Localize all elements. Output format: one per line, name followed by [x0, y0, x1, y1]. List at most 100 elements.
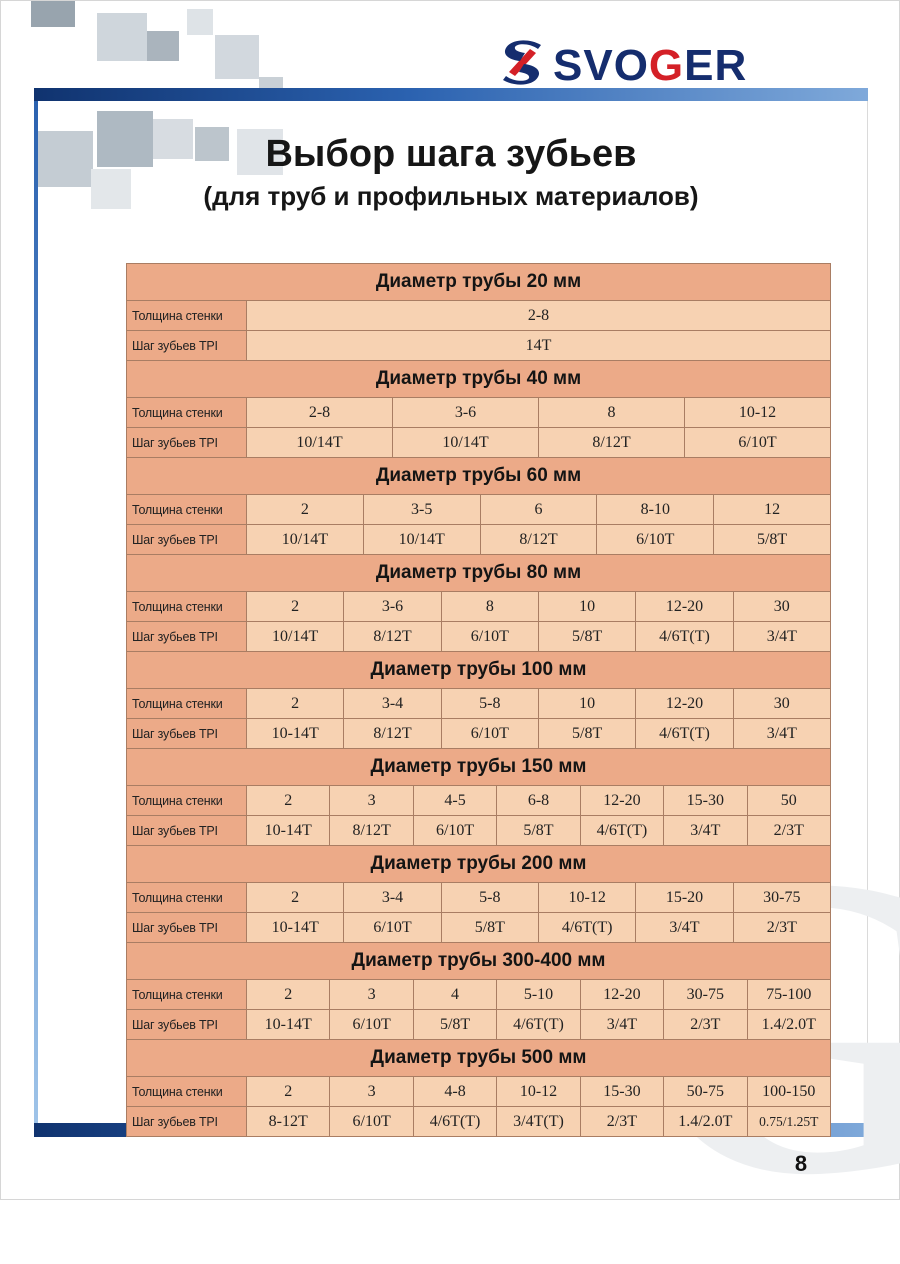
thickness-cell: 5-8 — [441, 689, 539, 718]
tpi-row: Шаг зубьев TPI 10/14T 8/12T 6/10T 5/8T 4/6T(T… — [127, 622, 830, 652]
tpi-cell: 3/4T — [580, 1010, 665, 1039]
page-title: Выбор шага зубьев — [265, 133, 637, 175]
diameter-section: Диаметр трубы 500 мм Толщина стенки 2 3 4-8 1… — [127, 1040, 830, 1136]
tpi-cell: 4/6T(T) — [580, 816, 665, 845]
thickness-cell: 8 — [539, 398, 685, 427]
thickness-row: Толщина стенки 2 3 4-8 10-12 15-30 50-75 100-15… — [127, 1077, 830, 1107]
row-label: Толщина стенки — [127, 786, 247, 815]
diameter-section: Диаметр трубы 150 мм Толщина стенки 2 3 4-5 6… — [127, 749, 830, 846]
thickness-cell: 3-6 — [344, 592, 442, 621]
tpi-cell: 2/3T — [747, 816, 830, 845]
thickness-cell: 12-20 — [580, 980, 665, 1009]
row-label: Шаг зубьев TPI — [127, 719, 247, 748]
thickness-cell: 2 — [247, 980, 331, 1009]
row-label: Шаг зубьев TPI — [127, 525, 247, 554]
tpi-row: Шаг зубьев TPI 10/14T 10/14T 8/12T 6/10T 5/8T — [127, 525, 830, 555]
tpi-cell: 8/12T — [539, 428, 685, 457]
diameter-section-title: Диаметр трубы 300-400 мм — [127, 943, 830, 980]
tpi-cell: 0.75/1.25T — [747, 1107, 830, 1136]
diameter-section-title: Диаметр трубы 200 мм — [127, 846, 830, 883]
deco-square — [215, 35, 259, 79]
thickness-cell: 2-8 — [247, 398, 393, 427]
thickness-row: Толщина стенки 2 3 4-5 6-8 12-20 15-30 50 — [127, 786, 830, 816]
deco-square — [97, 111, 153, 167]
tpi-cell: 10-14T — [247, 913, 345, 942]
thickness-cell: 10 — [538, 592, 637, 621]
tpi-cell: 5/8T — [538, 622, 637, 651]
row-label: Толщина стенки — [127, 592, 247, 621]
thickness-row: Толщина стенки 2 3-6 8 10 12-20 30 — [127, 592, 830, 622]
thickness-cell: 4 — [413, 980, 498, 1009]
row-label: Шаг зубьев TPI — [127, 1107, 247, 1136]
thickness-cell: 30-75 — [664, 980, 748, 1009]
deco-square — [97, 13, 147, 61]
thickness-cell: 3-6 — [393, 398, 539, 427]
tpi-cell: 6/10T — [413, 816, 498, 845]
thickness-cell: 2 — [247, 1077, 331, 1106]
tpi-cell: 8/12T — [344, 622, 442, 651]
tpi-cell: 4/6T(T) — [497, 1010, 581, 1039]
diameter-section: Диаметр трубы 200 мм Толщина стенки 2 3-4 5-… — [127, 846, 830, 943]
tpi-cell: 10/14T — [247, 428, 393, 457]
diameter-section: Диаметр трубы 20 мм Толщина стенки 2-8 Шаг … — [127, 264, 830, 361]
thickness-row: Толщина стенки 2 3-4 5-8 10 12-20 30 — [127, 689, 830, 719]
tpi-row: Шаг зубьев TPI 10/14T 10/14T 8/12T 6/10T — [127, 428, 830, 458]
row-label: Толщина стенки — [127, 883, 247, 912]
diameter-section-title: Диаметр трубы 40 мм — [127, 361, 830, 398]
pitch-selection-table: Диаметр трубы 20 мм Толщина стенки 2-8 Шаг … — [126, 263, 831, 1137]
row-label: Толщина стенки — [127, 1077, 247, 1106]
tpi-cell: 5/8T — [538, 719, 637, 748]
tpi-cell: 5/8T — [497, 816, 581, 845]
thickness-cell: 4-8 — [413, 1077, 498, 1106]
diameter-section: Диаметр трубы 80 мм Толщина стенки 2 3-6 8 10… — [127, 555, 830, 652]
diameter-section: Диаметр трубы 100 мм Толщина стенки 2 3-4 5-… — [127, 652, 830, 749]
row-label: Толщина стенки — [127, 398, 247, 427]
diameter-section-title: Диаметр трубы 100 мм — [127, 652, 830, 689]
logo: SVOGER — [499, 39, 747, 92]
tpi-row: Шаг зубьев TPI 8-12T 6/10T 4/6T(T) 3/4T(T) 2/… — [127, 1107, 830, 1136]
tpi-cell: 2/3T — [664, 1010, 748, 1039]
thickness-cell: 4-5 — [413, 786, 498, 815]
row-label: Шаг зубьев TPI — [127, 428, 247, 457]
diameter-section-title: Диаметр трубы 500 мм — [127, 1040, 830, 1077]
thickness-row: Толщина стенки 2-8 — [127, 301, 830, 331]
thickness-cell: 5-10 — [497, 980, 581, 1009]
diameter-section-title: Диаметр трубы 80 мм — [127, 555, 830, 592]
deco-square — [147, 31, 179, 61]
tpi-cell: 8/12T — [480, 525, 598, 554]
thickness-cell: 15-30 — [580, 1077, 665, 1106]
thickness-cell: 3 — [330, 786, 414, 815]
tpi-cell: 10/14T — [393, 428, 539, 457]
tpi-cell: 1.4/2.0T — [747, 1010, 830, 1039]
tpi-cell: 8-12T — [247, 1107, 331, 1136]
thickness-cell: 10-12 — [497, 1077, 581, 1106]
thickness-cell: 15-30 — [664, 786, 748, 815]
tpi-cell: 5/8T — [714, 525, 830, 554]
thickness-cell: 12-20 — [636, 592, 734, 621]
tpi-cell: 8/12T — [344, 719, 442, 748]
thickness-cell: 6-8 — [497, 786, 581, 815]
thickness-cell: 3 — [330, 980, 414, 1009]
row-label: Шаг зубьев TPI — [127, 913, 247, 942]
thickness-cell: 10-12 — [685, 398, 830, 427]
thickness-cell: 2 — [247, 592, 345, 621]
thickness-row: Толщина стенки 2 3-4 5-8 10-12 15-20 30-75 — [127, 883, 830, 913]
top-divider-bar — [34, 88, 868, 101]
diameter-section: Диаметр трубы 300-400 мм Толщина стенки 2 3… — [127, 943, 830, 1040]
tpi-cell: 4/6T(T) — [636, 622, 734, 651]
thickness-row: Толщина стенки 2 3-5 6 8-10 12 — [127, 495, 830, 525]
row-label: Толщина стенки — [127, 980, 247, 1009]
tpi-row: Шаг зубьев TPI 10-14T 6/10T 5/8T 4/6T(T) 3/4T… — [127, 913, 830, 943]
thickness-row: Толщина стенки 2 3 4 5-10 12-20 30-75 75-100 — [127, 980, 830, 1010]
thickness-cell: 50-75 — [664, 1077, 748, 1106]
thickness-cell: 5-8 — [441, 883, 539, 912]
thickness-cell: 12 — [714, 495, 830, 524]
diameter-section-title: Диаметр трубы 20 мм — [127, 264, 830, 301]
logo-text: SVOGER — [553, 40, 748, 90]
tpi-cell: 2/3T — [580, 1107, 665, 1136]
deco-square — [153, 119, 193, 159]
tpi-cell: 6/10T — [344, 913, 442, 942]
tpi-cell: 10-14T — [247, 816, 331, 845]
thickness-cell: 10-12 — [538, 883, 637, 912]
thickness-cell: 6 — [480, 495, 598, 524]
